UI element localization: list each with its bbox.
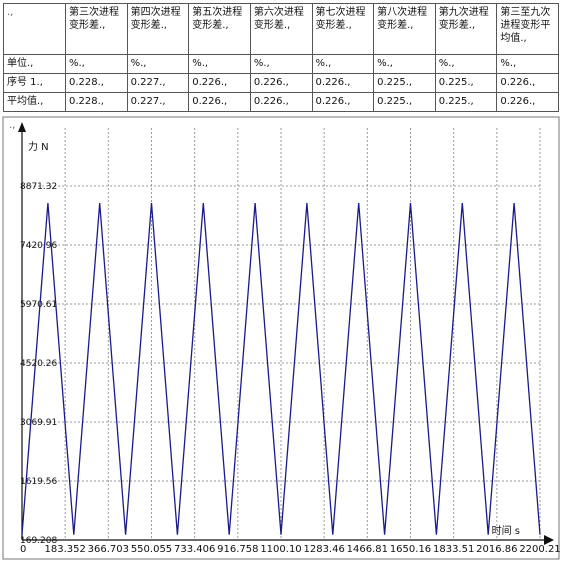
table-row: 单位.,%.,%.,%.,%.,%.,%.,%.,%., [3,54,559,74]
table-cell: 0.226., [249,92,313,112]
table-row: 平均值., 0.228., 0.227., 0.226., 0.226., 0.226.,… [3,92,559,112]
x-tick-label: 733.406 [174,544,215,555]
x-tick-label: 0 [20,544,26,555]
x-tick-label: 550.055 [131,544,172,555]
table-cell: 0.225., [373,73,436,93]
table-corner-cell: ., [3,3,66,55]
table-header-cell: 第九次进程变形差., [434,3,498,55]
x-tick-label: 1650.16 [390,544,431,555]
table-cell: 0.226., [496,73,559,93]
table-cell: %., [65,54,128,74]
table-header-cell: 第五次进程变形差., [188,3,251,55]
table-cell: 0.226., [188,92,251,112]
table-cell: %., [126,54,190,74]
table-cell: 0.226., [311,73,375,93]
table-cell: 0.225., [434,73,498,93]
table-header-row: ., 第三次进程变形差., 第四次进程变形差., 第五次进程变形差., 第六次进程变形差… [3,3,559,55]
table-cell: %., [434,54,498,74]
force-time-chart: ., 169.208 1619.56 3069.91 4520.26 5970.61 742… [2,116,561,560]
x-tick-label: 1466.81 [347,544,388,555]
y-tick-label: 7420.96 [20,241,57,251]
x-tick-label: 366.703 [88,544,129,555]
table-cell: 0.226., [496,92,559,112]
table-row-label: 平均值., [3,92,66,112]
y-tick-label: 1619.56 [20,477,57,487]
y-tick-label: 5970.61 [20,300,57,310]
table-header-cell: 第三次进程变形差., [65,3,128,55]
table-cell: 0.225., [434,92,498,112]
x-tick-label: 183.352 [44,544,85,555]
chart-corner-mark: ., [9,120,15,131]
table-cell: 0.228., [65,92,128,112]
table-cell: %., [373,54,436,74]
table-cell: %., [188,54,251,74]
y-tick-label: 8871.32 [20,182,57,192]
y-tick-label: 169.208 [20,536,57,546]
results-table: ., 第三次进程变形差., 第四次进程变形差., 第五次进程变形差., 第六次进程变形差… [3,3,559,112]
x-axis-label: 时间 s [492,524,520,537]
y-axis-label: 力 N [28,140,49,153]
table-header-cell: 第八次进程变形差., [373,3,436,55]
table-row-label: 单位., [3,54,66,74]
y-axis-arrow [18,122,26,132]
table-cell: 0.228., [65,73,128,93]
table-header-cell: 第三至九次进程变形平均值., [496,3,559,55]
y-tick-label: 3069.91 [20,418,57,428]
table-cell: 0.226., [249,73,313,93]
table-header-cell: 第七次进程变形差., [311,3,375,55]
x-tick-label: 1833.51 [433,544,474,555]
x-tick-label: 1100.10 [260,544,301,555]
x-axis-arrow [544,535,554,545]
x-tick-label: 1283.46 [303,544,344,555]
x-tick-label: 2016.86 [476,544,517,555]
table-cell: 0.227., [126,92,190,112]
table-cell: 0.227., [126,73,190,93]
chart-frame [2,116,560,560]
table-cell: %., [496,54,559,74]
table-header-cell: 第六次进程变形差., [249,3,313,55]
x-tick-label: 916.758 [217,544,258,555]
table-cell: 0.225., [373,92,436,112]
table-cell: 0.226., [311,92,375,112]
x-tick-label: 2200.21 [519,544,560,555]
table-header-cell: 第四次进程变形差., [126,3,190,55]
table-row-label: 序号 1., [3,73,66,93]
table-row: 序号 1., 0.228., 0.227., 0.226., 0.226., 0.226.… [3,73,559,93]
table-cell: %., [249,54,313,74]
table-cell: 0.226., [188,73,251,93]
series-line [21,203,541,535]
table-cell: %., [311,54,375,74]
y-tick-label: 4520.26 [20,359,57,369]
